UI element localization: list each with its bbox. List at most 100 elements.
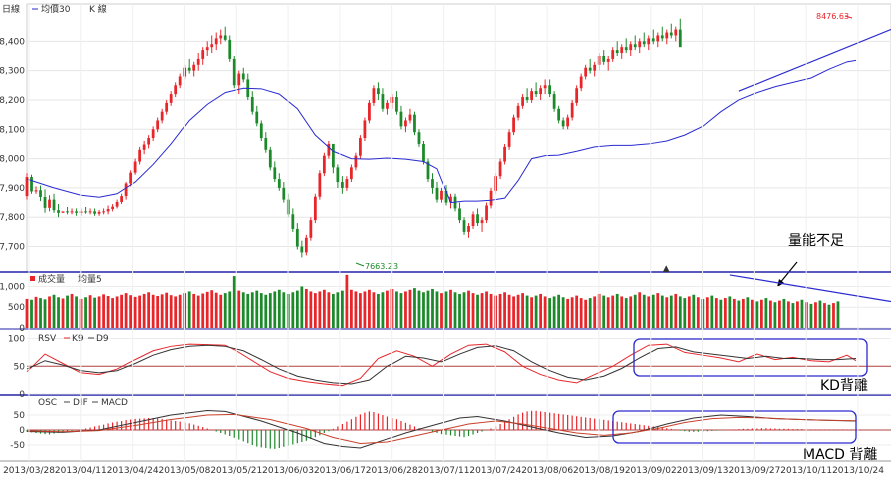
candle-body [647,38,651,45]
candle-body [232,58,236,86]
candle-body [210,44,214,48]
volume-tick-label: 500 [8,303,25,313]
volume-bar [34,296,38,328]
volume-bar [43,299,47,328]
price-frame [26,3,891,273]
x-tick-label: 2013/04/11 [55,466,107,476]
candle-body [462,220,466,232]
volume-bar [192,293,196,328]
candle-body [579,76,583,89]
candle-body [156,120,160,130]
candle-body [250,97,254,112]
volume-bar [372,292,376,328]
volume-bar [354,291,358,328]
candle-body [322,155,326,174]
volume-bar [228,291,232,328]
candle-body [377,88,380,95]
volume-bar [273,291,277,328]
volume-bar [593,296,597,328]
price-tick-label: 8,100 [0,125,25,135]
candle-body [160,111,164,121]
candle-body [611,50,615,59]
volume-bar [25,298,29,328]
volume-bar [678,296,682,328]
volume-bar [336,292,340,328]
volume-bar [431,288,434,328]
candle-body [386,102,389,109]
volume-bar [187,291,191,328]
candle-body [201,50,205,59]
volume-bar [165,292,169,328]
volume-bar [796,301,799,328]
macd-divergence-box [612,410,857,444]
volume-bar [750,299,754,328]
volume-bar [444,291,448,328]
candle-body [25,177,29,197]
candle-body [530,91,533,100]
candle-body [205,47,209,51]
volume-bar [259,293,263,328]
volume-bar [710,295,714,328]
volume-bar [241,292,245,328]
volume-bar [84,297,87,328]
volume-bar [404,291,407,328]
volume-bar [692,294,696,328]
volume-bar [102,294,105,328]
candle-body [196,58,200,65]
candle-body [620,47,624,54]
macd-legend-macd: MACD [101,398,128,408]
candle-body [485,205,488,221]
volume-bar [440,293,443,328]
candle-body [255,111,259,124]
volume-bar [566,298,570,328]
candle-body [471,214,475,227]
volume-bar [413,288,416,328]
candle-body [548,85,552,95]
candle-body [512,117,515,133]
volume-bar [331,293,335,328]
candle-body [350,167,353,180]
macd-legend-osc: OSC [38,398,57,408]
candle-body [345,179,349,188]
candle-body [575,88,579,103]
candle-body [359,138,362,156]
volume-bar [674,293,678,328]
volume-bar [453,292,457,328]
candle-body [178,76,182,86]
volume-bar [395,291,398,328]
volume-bar [539,293,543,328]
candle-body [354,155,358,168]
volume-bar [467,290,470,328]
volume-bar [97,296,101,328]
volume-bar [300,286,304,328]
candle-body [426,161,430,180]
kd-pane: 0 50 100 RSV K9 D9 KD背離 [0,334,891,400]
candle-body [61,211,65,213]
candle-body [633,44,637,48]
x-tick-label: 2013/08/19 [573,466,625,476]
volume-bar [237,290,241,328]
kd-tick-label: 0 [19,390,25,400]
price-tick-label: 7,800 [0,213,25,223]
candle-body [282,187,286,200]
volume-bar [313,293,317,328]
volume-bar [759,299,763,328]
volume-bar [75,296,78,328]
candle-body [327,143,331,156]
kd-legend-rsv: RSV [38,334,57,344]
kd-tick-label: 50 [14,362,26,372]
volume-bar [291,292,295,328]
volume-bar [624,298,628,328]
candle-body [88,211,92,213]
candle-body [318,173,322,197]
price-trend-line [738,28,891,92]
volume-bar [476,294,479,328]
candle-body [219,35,223,39]
x-tick-label: 2013/08/06 [521,466,573,476]
price-tick-label: 8,400 [0,37,25,47]
volume-bar [70,293,74,328]
candle-body [66,211,69,213]
price-tick-label: 8,300 [0,67,25,77]
volume-bar [386,290,389,328]
candle-body [309,220,313,238]
